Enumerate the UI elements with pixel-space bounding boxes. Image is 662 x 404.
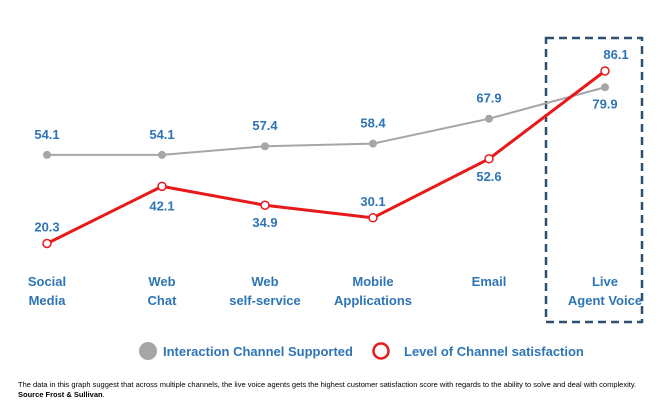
series-line-interaction-channel-supported	[47, 86, 606, 156]
point-level-of-channel-satisfaction-2	[260, 200, 270, 210]
chart-caption: The data in this graph suggest that acro…	[18, 380, 658, 400]
category-label-web-self-service-2: self-service	[229, 293, 301, 308]
point-interaction-channel-supported-2	[261, 142, 269, 151]
data-label-interaction-channel-supported-1: 54.1	[149, 127, 174, 142]
line-chart: 54.1 54.1 57.4 58.4 67.9 79.9 20.3 42.1 34.9 30.1…	[28, 36, 644, 360]
data-label-level-of-channel-satisfaction-1: 42.1	[149, 198, 174, 213]
point-level-of-channel-satisfaction-4	[484, 154, 494, 164]
category-label-social-media-2: Media	[29, 293, 67, 308]
data-label-interaction-channel-supported-0: 54.1	[34, 127, 59, 142]
point-interaction-channel-supported-5	[601, 83, 609, 92]
data-label-interaction-channel-supported-5: 79.9	[592, 96, 617, 111]
category-label-mobile-applications-1: Mobile	[352, 274, 393, 289]
legend-label-level-of-channel-satisfaction: Level of Channel satisfaction	[404, 344, 584, 359]
point-level-of-channel-satisfaction-5	[600, 66, 610, 76]
data-label-level-of-channel-satisfaction-0: 20.3	[34, 220, 59, 235]
category-label-live-agent-voice-1: Live	[592, 274, 618, 289]
data-label-level-of-channel-satisfaction-3: 30.1	[360, 194, 385, 209]
point-level-of-channel-satisfaction-1	[157, 181, 167, 192]
point-interaction-channel-supported-4	[485, 114, 493, 123]
data-label-level-of-channel-satisfaction-5: 86.1	[603, 47, 628, 62]
legend-marker-interaction-channel-supported	[139, 342, 157, 360]
point-level-of-channel-satisfaction-3	[368, 213, 378, 223]
point-interaction-channel-supported-0	[43, 150, 51, 159]
legend-label-interaction-channel-supported: Interaction Channel Supported	[163, 344, 353, 359]
category-label-email: Email	[472, 274, 507, 289]
category-label-social-media-1: Social	[28, 274, 66, 289]
legend-marker-level-of-channel-satisfaction	[372, 342, 390, 360]
point-interaction-channel-supported-3	[369, 139, 377, 148]
category-label-web-chat-1: Web	[148, 274, 175, 289]
caption-source: Source Frost & Sullivan	[18, 390, 103, 399]
category-label-mobile-applications-2: Applications	[334, 293, 412, 308]
caption-trailing: .	[102, 390, 105, 399]
category-label-web-self-service-1: Web	[251, 274, 278, 289]
data-label-level-of-channel-satisfaction-4: 52.6	[476, 169, 501, 184]
data-label-interaction-channel-supported-2: 57.4	[252, 118, 278, 133]
data-label-level-of-channel-satisfaction-2: 34.9	[252, 215, 277, 230]
category-label-web-chat-2: Chat	[148, 293, 178, 308]
highlight-box-live-agent-voice	[544, 36, 644, 324]
data-label-interaction-channel-supported-4: 67.9	[476, 91, 501, 106]
category-label-live-agent-voice-2: Agent Voice	[568, 293, 642, 308]
point-interaction-channel-supported-1	[158, 150, 166, 159]
caption-text: The data in this graph suggest that acro…	[18, 380, 637, 389]
point-level-of-channel-satisfaction-0	[42, 238, 52, 249]
data-label-interaction-channel-supported-3: 58.4	[360, 116, 386, 131]
series-line-level-of-channel-satisfaction	[46, 69, 606, 245]
